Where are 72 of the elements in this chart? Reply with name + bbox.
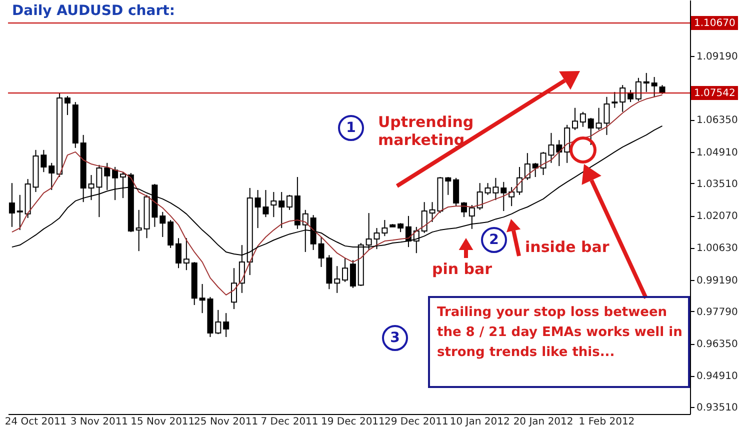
- candlestick: [160, 211, 166, 238]
- candlestick: [453, 177, 460, 207]
- x-tick-label: 7 Dec 2011: [260, 416, 318, 428]
- x-tick-label: 10 Jan 2012: [450, 416, 510, 428]
- candlestick: [350, 260, 356, 289]
- candlestick: [16, 194, 23, 231]
- y-tick-label: 0.93510: [696, 402, 738, 414]
- candlestick: [651, 76, 658, 98]
- candlestick: [286, 194, 293, 210]
- candlestick: [445, 176, 452, 196]
- candlestick: [421, 202, 428, 234]
- candlestick: [215, 309, 222, 335]
- x-tick-label: 29 Dec 2011: [384, 416, 448, 428]
- candlestick: [112, 166, 118, 201]
- candlestick: [620, 84, 626, 112]
- candlestick: [136, 209, 142, 252]
- annotation: Trailing your stop loss between the 8 / 21 day EMAs works well in strong trends like this...: [437, 304, 684, 362]
- candlestick: [334, 266, 340, 294]
- candlestick: [120, 172, 126, 199]
- chart-title: Daily AUDUSD chart:: [12, 3, 175, 19]
- candlestick: [556, 140, 562, 167]
- x-tick-label: 15 Nov 2011: [130, 416, 195, 428]
- candlestick: [500, 181, 507, 212]
- y-tick-label: 0.99190: [696, 275, 738, 286]
- candlestick: [183, 238, 190, 271]
- annotation: pin bar: [432, 260, 494, 278]
- ref-line-label: 1.07542: [694, 88, 736, 100]
- candlestick: [588, 117, 594, 146]
- candlestick: [476, 182, 483, 210]
- x-tick-label: 3 Nov 2011: [70, 416, 128, 428]
- annotation: Uptrending marketing: [378, 113, 475, 149]
- candlestick: [508, 186, 515, 207]
- y-tick-label: 0.96350: [696, 339, 738, 350]
- candlestick: [643, 72, 650, 92]
- candlestick: [223, 312, 230, 338]
- y-tick-label: 1.03510: [696, 178, 738, 190]
- candlestick: [104, 162, 110, 190]
- x-tick-label: 20 Jan 2012: [513, 416, 574, 428]
- y-tick-label: 1.09190: [696, 52, 738, 63]
- candlestick: [612, 91, 618, 108]
- candlestick: [635, 77, 642, 102]
- candlestick: [231, 268, 238, 310]
- candlestick: [580, 111, 586, 128]
- candlestick: [176, 238, 182, 269]
- y-tick-label: 0.97790: [696, 306, 738, 318]
- x-tick-label: 24 Oct 2011: [4, 416, 67, 428]
- ref-line-label: 1.10670: [694, 18, 736, 30]
- candlestick: [302, 209, 308, 252]
- candlestick: [572, 107, 578, 131]
- y-tick-label: 1.00630: [696, 243, 738, 254]
- candlestick: [270, 192, 277, 218]
- y-tick-label: 1.06350: [696, 115, 738, 126]
- candlestick: [366, 212, 372, 250]
- candlestick: [460, 202, 467, 218]
- x-tick-label: 19 Dec 2011: [321, 416, 385, 428]
- candlestick: [564, 124, 570, 164]
- candlestick: [48, 162, 55, 190]
- y-tick-label: 0.94910: [696, 371, 738, 382]
- candlestick: [64, 96, 70, 116]
- y-tick-label: 1.04910: [696, 147, 738, 158]
- candlestick: [8, 182, 15, 228]
- candlestick: [532, 162, 538, 178]
- candlestick: [468, 204, 475, 230]
- annotation: inside bar: [525, 238, 610, 256]
- x-tick-label: 25 Nov 2011: [194, 416, 258, 428]
- x-tick-label: 1 Feb 2012: [578, 416, 635, 428]
- y-tick-label: 1.02070: [696, 211, 738, 222]
- candlestick: [168, 219, 174, 248]
- candlestick: [278, 192, 285, 229]
- candlestick: [516, 166, 522, 196]
- candlestick: [342, 258, 348, 282]
- candlestick: [524, 152, 530, 180]
